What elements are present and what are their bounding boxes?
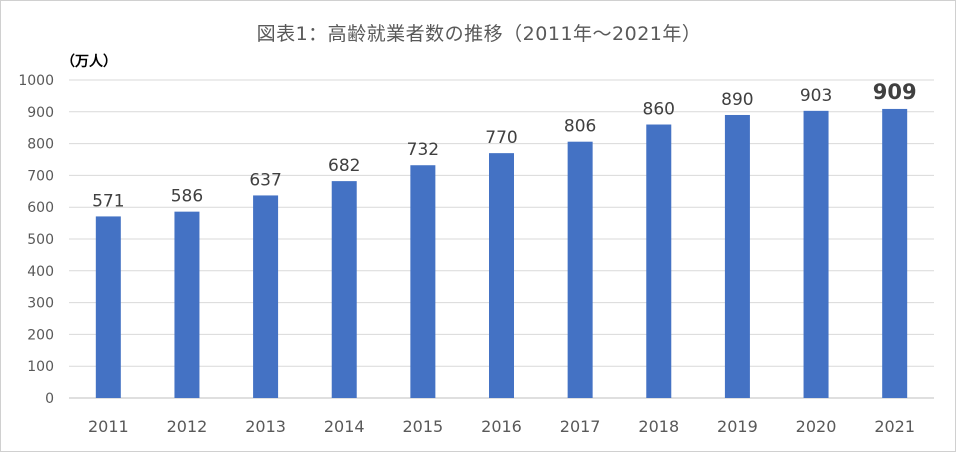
chart-title: 図表1：高齢就業者数の推移（2011年～2021年） <box>256 23 702 45</box>
data-label: 637 <box>249 170 281 190</box>
data-label: 909 <box>873 80 917 104</box>
x-tick-label: 2015 <box>403 417 444 436</box>
x-axis-ticks: 2011 2012 2013 2014 2015 2016 2017 2018 2019 2020… <box>88 417 915 436</box>
y-tick-label: 200 <box>27 327 54 343</box>
x-tick-label: 2019 <box>717 417 758 436</box>
x-tick-label: 2012 <box>167 417 208 436</box>
bar <box>331 181 357 398</box>
y-tick-label: 600 <box>27 200 54 216</box>
bar <box>95 216 121 398</box>
bar <box>253 195 279 398</box>
data-label: 770 <box>485 128 517 148</box>
data-label: 903 <box>800 86 832 106</box>
data-label: 806 <box>564 117 596 137</box>
data-label: 571 <box>92 191 124 211</box>
bar <box>174 211 200 398</box>
bar <box>567 141 593 398</box>
gridlines <box>69 79 934 399</box>
x-tick-label: 2020 <box>796 417 837 436</box>
data-label: 860 <box>643 100 675 120</box>
bar <box>646 124 672 399</box>
bar <box>803 110 829 398</box>
x-tick-label: 2021 <box>874 417 915 436</box>
data-label: 682 <box>328 156 360 176</box>
y-tick-label: 0 <box>45 391 54 407</box>
y-tick-label: 900 <box>27 105 54 121</box>
data-label: 586 <box>171 187 203 207</box>
y-tick-label: 500 <box>27 232 54 248</box>
bar <box>724 114 750 398</box>
y-tick-label: 100 <box>27 359 54 375</box>
x-tick-label: 2011 <box>88 417 129 436</box>
data-label: 890 <box>721 90 753 110</box>
x-tick-label: 2014 <box>324 417 365 436</box>
y-tick-label: 800 <box>27 137 54 153</box>
y-tick-label: 1000 <box>18 73 54 89</box>
y-unit-label: （万人） <box>61 54 117 70</box>
y-axis-ticks: 0 100 200 300 400 500 600 700 800 900 1000 <box>18 73 54 407</box>
bars <box>95 108 908 399</box>
y-tick-label: 300 <box>27 296 54 312</box>
bar <box>489 153 514 398</box>
data-labels: 571 586 637 682 732 770 806 860 890 903 909 <box>92 80 917 211</box>
x-tick-label: 2013 <box>245 417 286 436</box>
y-tick-label: 400 <box>27 264 54 280</box>
data-label: 732 <box>407 140 439 160</box>
x-tick-label: 2016 <box>481 417 522 436</box>
bar <box>882 108 908 399</box>
y-tick-label: 700 <box>27 168 54 184</box>
x-tick-label: 2017 <box>560 417 601 436</box>
x-tick-label: 2018 <box>638 417 679 436</box>
bar <box>410 165 436 398</box>
